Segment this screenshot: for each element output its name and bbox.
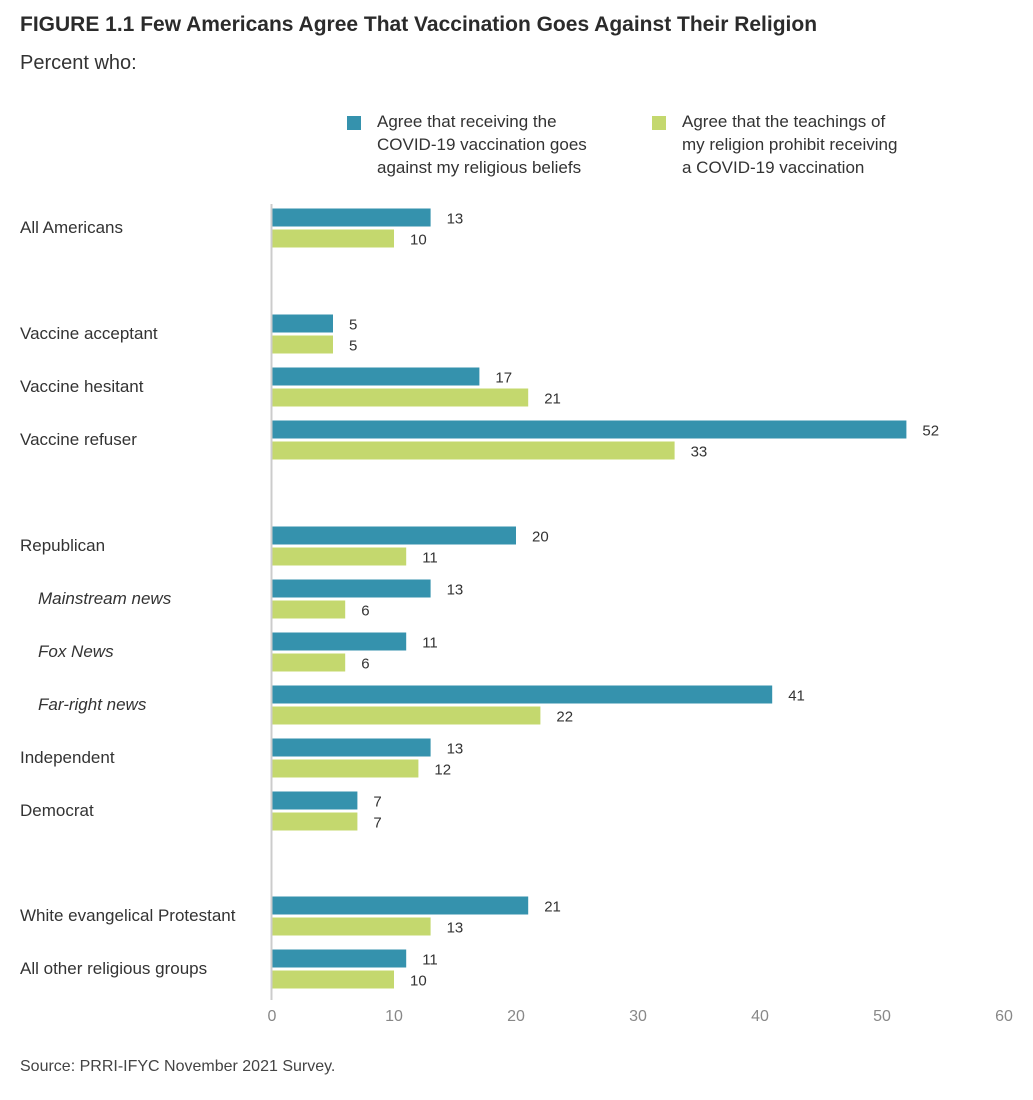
legend-label: Agree that receiving the COVID-19 vaccin… [377,112,587,177]
bar-religious-beliefs [272,632,407,651]
bar-religion-teachings [272,970,394,989]
bar-religion-teachings [272,441,675,460]
source-note: Source: PRRI-IFYC November 2021 Survey. [20,1058,336,1075]
category-label: Republican [20,536,105,555]
data-label: 13 [447,741,464,758]
bar-religious-beliefs [272,685,773,704]
category-label: Mainstream news [38,589,172,608]
bar-religious-beliefs [272,579,431,598]
bar-religious-beliefs [272,738,431,757]
bar-religious-beliefs [272,208,431,227]
category-label: Far-right news [38,695,147,714]
data-label: 6 [361,603,369,620]
bar-religious-beliefs [272,367,480,386]
bar-religion-teachings [272,388,529,407]
category-label: Vaccine refuser [20,430,137,449]
legend-label: Agree that the teachings of my religion … [682,112,898,177]
data-label: 7 [373,815,381,832]
bar-religion-teachings [272,653,346,672]
x-tick-label: 50 [873,1008,891,1025]
category-label: All Americans [20,218,123,237]
category-label: Vaccine acceptant [20,324,158,343]
data-label: 13 [447,211,464,228]
category-label: Vaccine hesitant [20,377,144,396]
bar-religious-beliefs [272,420,907,439]
data-label: 12 [434,762,451,779]
data-label: 7 [373,794,381,811]
legend-swatch-green [652,116,666,130]
category-label: Democrat [20,801,94,820]
data-label: 11 [422,635,438,652]
data-label: 10 [410,973,427,990]
data-label: 6 [361,656,369,673]
bar-religious-beliefs [272,949,407,968]
x-tick-label: 0 [268,1008,277,1025]
category-label: All other religious groups [20,959,207,978]
data-label: 33 [691,444,708,461]
data-label: 17 [495,370,512,387]
x-tick-label: 30 [629,1008,647,1025]
bar-religious-beliefs [272,526,516,545]
legend-swatch-teal [347,116,361,130]
bar-religion-teachings [272,706,541,725]
data-label: 21 [544,899,561,916]
bar-religious-beliefs [272,896,529,915]
data-label: 41 [788,688,805,705]
data-label: 20 [532,529,549,546]
chart-subtitle: Percent who: [20,52,137,74]
data-label: 11 [422,952,438,969]
category-label: White evangelical Protestant [20,906,236,925]
bar-religion-teachings [272,229,394,248]
category-label: Independent [20,748,115,767]
chart-title: FIGURE 1.1 Few Americans Agree That Vacc… [20,13,818,36]
data-label: 52 [922,423,939,440]
bar-religious-beliefs [272,314,333,333]
bar-religious-beliefs [272,791,358,810]
bar-religion-teachings [272,335,333,354]
data-label: 10 [410,232,427,249]
data-label: 13 [447,582,464,599]
x-tick-label: 10 [385,1008,403,1025]
data-label: 5 [349,317,357,334]
x-tick-label: 60 [995,1008,1013,1025]
bar-religion-teachings [272,812,358,831]
bar-religion-teachings [272,917,431,936]
data-label: 13 [447,920,464,937]
category-label: Fox News [38,642,114,661]
bar-religion-teachings [272,759,419,778]
bar-religion-teachings [272,600,346,619]
data-label: 21 [544,391,561,408]
bar-chart: All Americans 13 10 Vaccine acceptant 5 5 Vacc… [20,204,1013,1025]
bar-religion-teachings [272,547,407,566]
data-label: 11 [422,550,438,567]
data-label: 5 [349,338,357,355]
x-tick-label: 40 [751,1008,769,1025]
x-tick-label: 20 [507,1008,525,1025]
data-label: 22 [556,709,573,726]
